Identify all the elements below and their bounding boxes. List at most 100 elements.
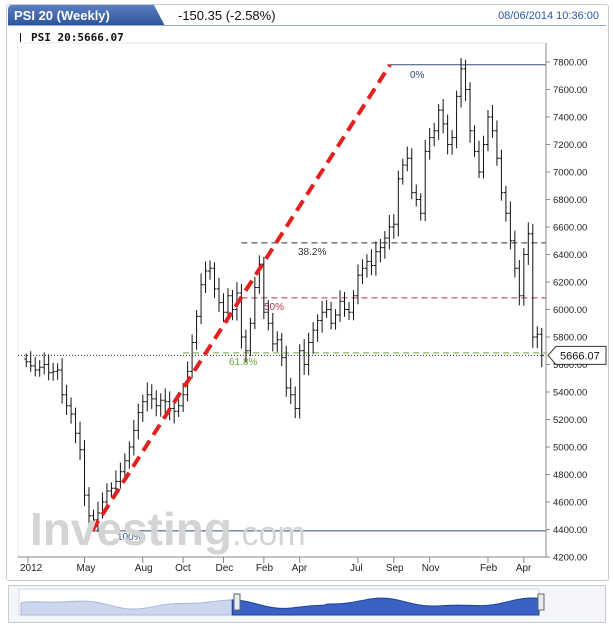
ohlc-bar: [423, 139, 428, 222]
ohlc-bar: [409, 148, 414, 200]
ohlc-bar: [405, 146, 410, 172]
range-navigator[interactable]: [8, 585, 606, 623]
ohlc-bar: [127, 441, 132, 469]
ohlc-bar: [270, 312, 275, 352]
ohlc-bar: [526, 222, 531, 265]
y-tick-label: 7200.00: [553, 140, 587, 151]
ohlc-bar: [315, 314, 320, 342]
ohlc-bar: [512, 230, 517, 278]
ohlc-bar: [190, 334, 195, 379]
x-tick-label: Apr: [292, 563, 308, 574]
ohlc-bar: [136, 403, 141, 440]
ohlc-bar: [517, 260, 522, 306]
legend-marker: [20, 33, 21, 42]
ohlc-bar: [288, 377, 293, 404]
ohlc-bar: [355, 264, 360, 305]
ohlc-bar: [131, 419, 136, 456]
ohlc-bar: [64, 384, 69, 415]
ohlc-bar: [149, 384, 154, 410]
ohlc-bar: [284, 345, 289, 397]
ohlc-bar: [450, 130, 455, 155]
ohlc-bar: [181, 383, 186, 412]
ohlc-bar: [378, 238, 383, 263]
fib-label: 100%: [117, 532, 143, 543]
ohlc-bar: [459, 58, 464, 108]
ohlc-bar: [373, 241, 378, 276]
ohlc-bar: [69, 397, 74, 424]
ohlc-bar: [279, 333, 284, 367]
header-divider: [8, 25, 606, 26]
y-axis: 4200.00 4400.00 4600.00 4800.00 5000.00 5200.…: [545, 43, 607, 564]
candles: [18, 58, 546, 532]
chart-title-tab[interactable]: PSI 20 (Weekly): [8, 5, 165, 26]
ohlc-bar: [33, 357, 38, 377]
ohlc-bar: [441, 98, 446, 134]
y-tick-label: 6800.00: [553, 195, 587, 206]
y-tick-label: 5600.00: [553, 360, 587, 371]
ohlc-bar: [311, 322, 316, 354]
ohlc-bar: [329, 301, 334, 330]
x-tick-label: 2012: [20, 563, 43, 574]
ohlc-bar: [508, 201, 513, 250]
y-tick-label: 6600.00: [553, 223, 587, 234]
ohlc-bar: [396, 170, 401, 237]
x-tick-label: Dec: [215, 563, 233, 574]
ohlc-bar: [535, 326, 540, 349]
ohlc-bar: [297, 344, 302, 419]
ohlc-bar: [248, 317, 253, 357]
ohlc-bar: [87, 487, 91, 528]
y-tick-label: 7800.00: [553, 58, 587, 69]
ohlc-bar: [154, 390, 159, 417]
fib-label: 50%: [264, 302, 284, 313]
ohlc-bar: [445, 114, 450, 155]
ohlc-bar: [118, 462, 123, 489]
ohlc-bar: [347, 302, 351, 320]
x-axis: 2012 May Aug Oct Dec Feb Apr Jul Sep Nov Feb Apr: [18, 556, 546, 574]
ohlc-bar: [454, 90, 459, 149]
ohlc-bar: [78, 421, 83, 461]
ohlc-bar: [82, 439, 87, 506]
ohlc-bar: [167, 391, 172, 421]
ohlc-bar: [306, 332, 311, 376]
ohlc-bar: [275, 331, 280, 352]
ohlc-bar: [338, 290, 343, 322]
fib-label: 0%: [410, 70, 425, 81]
x-tick-label: Jul: [350, 563, 363, 574]
series-legend: PSI 20:5666.07: [20, 31, 124, 44]
y-tick-label: 4400.00: [553, 525, 587, 536]
ohlc-bar: [109, 482, 114, 498]
chart-grid: [17, 42, 547, 558]
y-tick-label: 7600.00: [553, 85, 587, 96]
nav-area-past: [20, 599, 233, 616]
ohlc-bar: [400, 158, 405, 185]
y-tick-label: 5200.00: [553, 415, 587, 426]
x-tick-label: Sep: [386, 563, 404, 574]
ohlc-bar: [499, 149, 504, 201]
nav-handle-right[interactable]: [537, 593, 545, 611]
price-change: -150.35 (-2.58%): [178, 8, 276, 23]
ohlc-bar: [145, 382, 150, 412]
ohlc-bar: [122, 453, 127, 480]
ohlc-bar: [369, 249, 374, 276]
ohlc-bar: [414, 184, 419, 207]
y-tick-label: 7000.00: [553, 168, 587, 179]
ohlc-bar: [194, 310, 199, 350]
ohlc-bar: [24, 353, 29, 368]
ohlc-bar: [239, 283, 244, 349]
last-price-tag: 5666.07: [547, 345, 607, 365]
ohlc-bar: [208, 260, 213, 280]
ohlc-bar: [539, 328, 544, 368]
ohlc-bar: [382, 231, 387, 259]
y-tick-label: 5400.00: [553, 388, 587, 399]
ohlc-bar: [530, 224, 535, 348]
ohlc-bar: [320, 300, 325, 333]
watermark-brand: Investing: [30, 503, 232, 555]
nav-handle-left[interactable]: [233, 593, 241, 611]
ohlc-bar: [387, 215, 392, 250]
x-tick-label: Aug: [135, 563, 153, 574]
ohlc-bar: [203, 261, 208, 293]
ohlc-bar: [28, 351, 33, 372]
ohlc-bar: [481, 135, 486, 179]
x-tick-label: Nov: [422, 563, 440, 574]
